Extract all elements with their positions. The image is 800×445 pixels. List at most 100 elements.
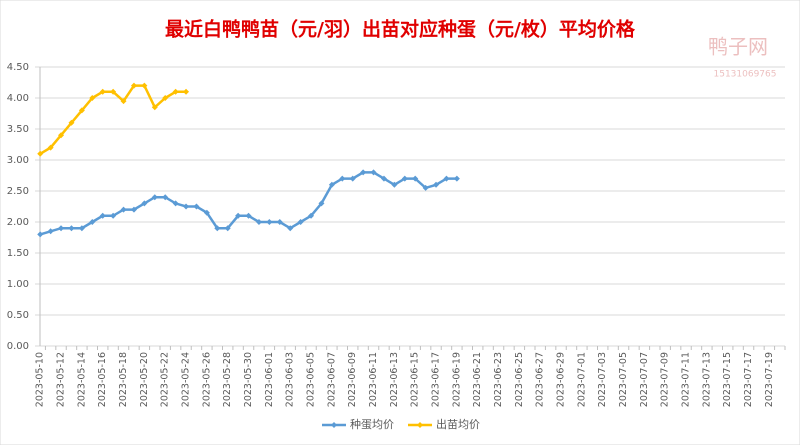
legend-label: 种蛋均价: [350, 417, 394, 431]
y-tick-label: 0.50: [7, 310, 29, 321]
point-marker: [276, 219, 283, 225]
x-tick-label: 2023-06-09: [347, 352, 358, 407]
y-tick-label: 0.00: [7, 341, 29, 352]
x-tick-label: 2023-07-07: [639, 352, 650, 407]
y-tick-label: 1.00: [7, 279, 29, 290]
point-marker: [110, 88, 117, 95]
x-tick-label: 2023-06-17: [431, 352, 442, 407]
point-marker: [120, 98, 127, 105]
x-tick-label: 2023-06-25: [514, 352, 525, 407]
x-tick-label: 2023-06-11: [368, 352, 379, 407]
point-marker: [172, 88, 179, 95]
point-marker: [58, 132, 65, 139]
point-marker: [141, 200, 148, 207]
x-tick-label: 2023-06-01: [264, 352, 275, 407]
x-tick-label: 2023-05-16: [97, 352, 108, 407]
point-marker: [255, 219, 262, 225]
point-marker: [141, 82, 148, 89]
point-marker: [151, 194, 158, 201]
point-marker: [68, 225, 75, 232]
x-tick-label: 2023-05-22: [160, 352, 171, 407]
point-marker: [120, 206, 127, 213]
x-tick-label: 2023-06-07: [326, 352, 337, 407]
point-marker: [245, 212, 252, 219]
x-tick-label: 2023-06-29: [556, 352, 567, 407]
x-tick-label: 2023-07-01: [576, 352, 587, 407]
point-marker: [443, 175, 450, 182]
x-tick-label: 2023-07-11: [681, 352, 692, 407]
x-tick-label: 2023-06-15: [410, 352, 421, 407]
x-tick-label: 2023-06-19: [451, 352, 462, 407]
y-tick-label: 1.50: [7, 248, 29, 259]
point-marker: [380, 175, 387, 182]
point-marker: [78, 107, 85, 114]
point-marker: [47, 228, 54, 235]
y-tick-label: 2.00: [7, 217, 29, 228]
point-marker: [193, 203, 200, 210]
x-tick-label: 2023-06-23: [493, 352, 504, 407]
x-tick-label: 2023-05-26: [201, 352, 212, 407]
x-tick-label: 2023-05-12: [56, 352, 67, 407]
point-marker: [297, 219, 304, 225]
x-tick-label: 2023-06-03: [285, 352, 296, 407]
x-tick-label: 2023-07-15: [722, 352, 733, 407]
legend-marker: [331, 422, 337, 428]
point-marker: [391, 181, 398, 188]
point-marker: [68, 119, 75, 126]
x-tick-label: 2023-05-20: [139, 352, 150, 407]
x-tick-label: 2023-05-28: [222, 352, 233, 407]
y-tick-label: 3.00: [7, 155, 29, 166]
x-tick-label: 2023-05-24: [181, 352, 192, 407]
y-tick-label: 3.50: [7, 124, 29, 135]
point-marker: [370, 169, 377, 176]
point-marker: [287, 225, 294, 232]
x-tick-label: 2023-05-14: [76, 352, 87, 407]
point-marker: [433, 181, 440, 188]
point-marker: [360, 169, 367, 176]
x-tick-label: 2023-07-17: [743, 352, 754, 407]
x-tick-label: 2023-06-13: [389, 352, 400, 407]
watermark: 15131069765: [714, 70, 777, 80]
x-tick-label: 2023-05-30: [243, 352, 254, 407]
point-marker: [328, 181, 335, 188]
point-marker: [151, 104, 158, 111]
point-marker: [349, 175, 356, 182]
point-marker: [130, 206, 137, 213]
point-marker: [58, 225, 65, 232]
x-tick-label: 2023-05-18: [118, 352, 129, 407]
point-marker: [422, 184, 429, 191]
watermark: 鸭子网: [708, 35, 768, 59]
legend-marker: [417, 422, 423, 428]
point-marker: [78, 225, 85, 232]
point-marker: [412, 175, 419, 182]
y-tick-label: 2.50: [7, 186, 29, 197]
point-marker: [183, 203, 190, 210]
point-marker: [89, 219, 96, 225]
point-marker: [224, 225, 231, 232]
point-marker: [162, 194, 169, 201]
x-tick-label: 2023-07-09: [660, 352, 671, 407]
point-marker: [183, 88, 190, 95]
point-marker: [89, 95, 96, 101]
point-marker: [172, 200, 179, 207]
point-marker: [99, 88, 106, 95]
y-tick-label: 4.50: [7, 62, 29, 73]
chart-title: 最近白鸭鸭苗（元/羽）出苗对应种蛋（元/枚）平均价格: [165, 18, 636, 41]
point-marker: [203, 209, 210, 216]
y-tick-label: 4.00: [7, 93, 29, 104]
x-tick-label: 2023-07-13: [701, 352, 712, 407]
point-marker: [235, 212, 242, 219]
x-tick-label: 2023-05-10: [35, 352, 46, 407]
point-marker: [47, 144, 54, 151]
point-marker: [37, 150, 44, 157]
point-marker: [453, 175, 460, 182]
point-marker: [214, 225, 221, 232]
point-marker: [266, 219, 273, 225]
x-tick-label: 2023-06-21: [472, 352, 483, 407]
point-marker: [99, 212, 106, 219]
point-marker: [308, 212, 315, 219]
point-marker: [401, 175, 408, 182]
point-marker: [318, 200, 325, 207]
x-tick-label: 2023-06-05: [306, 352, 317, 407]
